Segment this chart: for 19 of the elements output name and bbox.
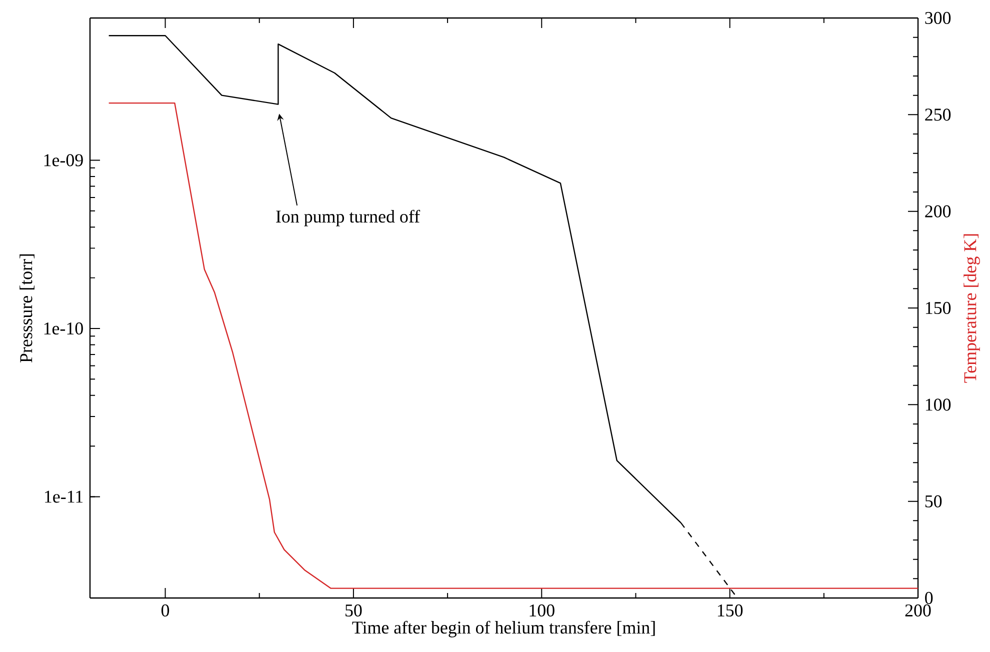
- x-tick-label: 100: [530, 604, 554, 617]
- y2-tick-label: 200: [925, 205, 951, 218]
- x-tick-label: 150: [718, 604, 743, 617]
- y2-axis-title: Temperature [deg K]: [964, 234, 980, 383]
- x-tick-label: 0: [161, 604, 170, 617]
- y2-tick-label: 50: [925, 495, 942, 508]
- y-axis-title: Presssure [torr]: [20, 254, 34, 363]
- y-tick-label: 1e-10: [44, 322, 83, 335]
- y2-tick-label: 100: [926, 398, 951, 411]
- y2-tick-label: 0: [925, 592, 933, 604]
- x-tick-label: 200: [905, 604, 931, 617]
- y2-tick-label: 250: [925, 108, 951, 121]
- y2-tick-label: 300: [925, 12, 951, 24]
- y2-tick-label: 150: [926, 302, 951, 314]
- x-axis-title: Time after begin of helium transfere [min]: [352, 620, 655, 638]
- y-tick-label: 1e-09: [44, 154, 83, 166]
- y-tick-label: 1e-11: [45, 490, 83, 503]
- x-tick-label: 50: [346, 604, 362, 617]
- annotation: Ion pump turned off: [276, 210, 420, 226]
